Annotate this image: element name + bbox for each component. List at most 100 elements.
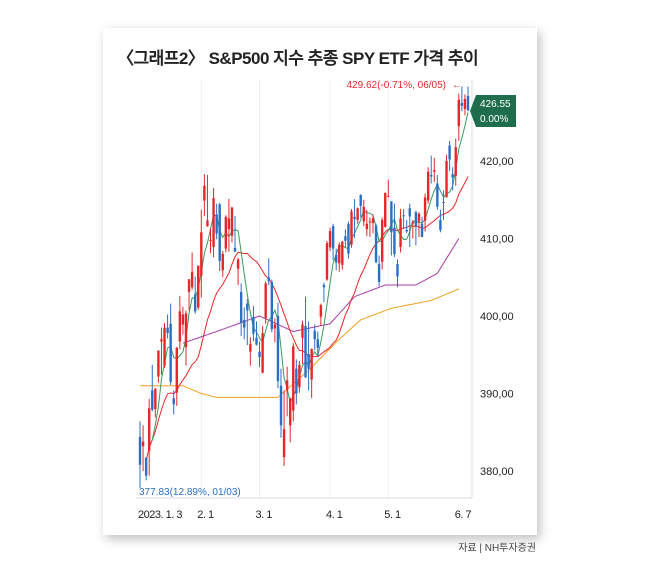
x-tick-label: 4. 1 bbox=[326, 509, 343, 521]
x-tick-label: 2. 1 bbox=[197, 509, 214, 521]
candle-body bbox=[282, 429, 286, 458]
candle-body bbox=[313, 330, 316, 340]
candle-body bbox=[368, 221, 372, 223]
candle-body bbox=[322, 285, 326, 288]
candle-body bbox=[246, 303, 249, 311]
candle-body bbox=[331, 226, 335, 249]
low-annotation: 377.83(12.89%, 01/03) bbox=[139, 487, 241, 498]
x-tick-label: 6. 7 bbox=[455, 509, 472, 521]
candle-body bbox=[396, 264, 399, 277]
candle-body bbox=[399, 218, 402, 248]
candle-body bbox=[377, 264, 381, 282]
y-tick-label: 390,00 bbox=[480, 389, 514, 401]
candle-body bbox=[384, 192, 387, 227]
candle-body bbox=[200, 232, 203, 276]
candle-body bbox=[144, 457, 148, 476]
candle-body bbox=[451, 174, 454, 178]
candle-body bbox=[212, 198, 215, 248]
candle-body bbox=[341, 241, 344, 265]
candle-body bbox=[239, 291, 243, 323]
candle-body bbox=[347, 223, 350, 254]
candle-body bbox=[365, 223, 369, 230]
candle-body bbox=[197, 265, 200, 308]
candle-body bbox=[289, 398, 292, 426]
candle-body bbox=[390, 201, 393, 233]
candle-body bbox=[166, 327, 169, 334]
candle-body bbox=[175, 347, 178, 393]
candle-body bbox=[460, 102, 464, 106]
candle-body bbox=[414, 212, 418, 227]
candle-body bbox=[172, 398, 175, 405]
chart-title: 〈그래프2〉 S&P500 지수 추종 SPY ETF 가격 추이 bbox=[117, 49, 479, 68]
candle-body bbox=[203, 185, 206, 201]
ma60-line bbox=[182, 238, 460, 344]
last-change: 0.00% bbox=[480, 114, 508, 125]
candle-body bbox=[402, 215, 405, 217]
last-price-box bbox=[470, 95, 516, 127]
candle-body bbox=[187, 279, 191, 292]
source-label: 자료 | NH투자증권 bbox=[458, 543, 536, 554]
candle-body bbox=[445, 161, 448, 198]
y-tick-label: 410,00 bbox=[480, 234, 514, 246]
candle-body bbox=[350, 211, 353, 245]
candle-body bbox=[393, 227, 396, 254]
candle-body bbox=[154, 388, 157, 409]
high-annotation: 429.62(-0.71%, 06/05) bbox=[346, 80, 446, 91]
candle-body bbox=[442, 202, 445, 204]
ma20-line bbox=[145, 176, 469, 461]
candle-body bbox=[243, 319, 246, 328]
candle-body bbox=[258, 351, 261, 358]
candle-body bbox=[408, 208, 411, 217]
candle-body bbox=[433, 170, 436, 172]
candle-body bbox=[236, 259, 240, 269]
candle-body bbox=[359, 195, 362, 206]
candle-body bbox=[338, 244, 341, 264]
candle-body bbox=[380, 219, 384, 262]
candle-body bbox=[362, 206, 365, 222]
candle-body bbox=[233, 247, 237, 252]
candle-body bbox=[371, 218, 375, 223]
candle-body bbox=[328, 231, 332, 248]
candle-body bbox=[301, 324, 304, 338]
candle-body bbox=[405, 229, 408, 232]
candle-body bbox=[181, 314, 185, 325]
candle-body bbox=[426, 171, 430, 201]
y-tick-label: 420,00 bbox=[480, 156, 514, 168]
candle-body bbox=[138, 436, 142, 465]
last-price: 426.55 bbox=[480, 99, 511, 110]
candle-body bbox=[295, 368, 298, 394]
candle-body bbox=[209, 240, 212, 242]
candle-body bbox=[252, 316, 255, 334]
candle-body bbox=[466, 95, 470, 111]
candle-body bbox=[163, 327, 166, 366]
candle-body bbox=[319, 305, 323, 317]
candle-body bbox=[193, 294, 197, 312]
high-arrow-icon: ← bbox=[452, 80, 462, 91]
candle-body bbox=[270, 281, 274, 330]
candle-body bbox=[423, 197, 427, 221]
candle-body bbox=[344, 236, 347, 241]
candle-body bbox=[267, 277, 270, 282]
candle-body bbox=[221, 254, 224, 271]
candle-body bbox=[307, 353, 310, 369]
candle-body bbox=[276, 316, 280, 382]
candle-body bbox=[249, 343, 252, 352]
candle-body bbox=[184, 313, 188, 347]
candle-body bbox=[454, 147, 457, 176]
candle-body bbox=[334, 254, 338, 263]
candle-body bbox=[310, 348, 313, 380]
candle-body bbox=[374, 225, 378, 263]
candle-body bbox=[356, 208, 359, 220]
y-tick-label: 380,00 bbox=[480, 466, 514, 478]
candle-body bbox=[264, 283, 267, 319]
candle-body bbox=[292, 346, 295, 411]
candle-body bbox=[160, 339, 163, 342]
candle-body bbox=[147, 408, 151, 451]
x-tick-label: 2023. 1. 3 bbox=[138, 509, 182, 521]
candle-body bbox=[457, 99, 461, 127]
candle-body bbox=[430, 174, 433, 177]
candle-body bbox=[316, 339, 319, 348]
candle-body bbox=[218, 204, 221, 261]
ma5-line bbox=[151, 112, 469, 441]
